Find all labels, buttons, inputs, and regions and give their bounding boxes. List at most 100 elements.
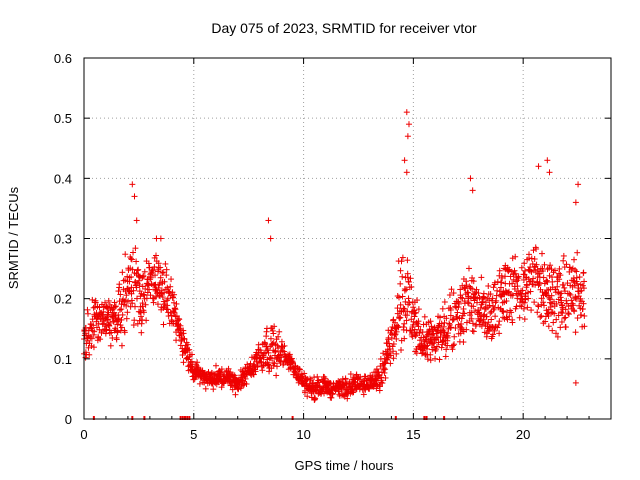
x-tick-label: 5 [190,427,197,442]
data-point [427,357,434,364]
data-point [415,306,422,313]
data-point [160,269,167,276]
data-point [494,287,501,294]
data-point [134,295,141,302]
data-point [186,346,193,353]
data-point [557,294,564,301]
data-point [565,310,572,317]
data-point [118,324,125,331]
data-point [520,305,527,312]
data-point [347,371,354,378]
data-point [491,279,498,286]
data-point [329,390,336,397]
data-point [399,273,406,280]
data-point [265,217,272,224]
data-point [457,294,464,301]
data-point [451,341,458,348]
data-point [403,109,410,116]
data-point [469,285,476,292]
data-point [456,300,463,307]
data-point [404,274,411,281]
data-point [163,266,170,273]
data-point [250,371,257,378]
data-point [491,327,498,334]
data-point [549,327,556,334]
data-point [164,284,171,291]
data-point [508,309,515,316]
data-point [100,304,107,311]
data-point [393,350,400,357]
data-point [379,380,386,387]
data-point [271,360,278,367]
data-point [144,289,151,296]
data-point [528,255,535,262]
data-point [561,315,568,322]
data-point [132,303,139,310]
data-point [164,295,171,302]
data-point [386,345,393,352]
data-point [138,329,145,336]
y-tick-label: 0.1 [54,352,72,367]
data-point [478,323,485,330]
data-point [159,294,166,301]
data-point [314,373,321,380]
data-point [470,328,477,335]
data-point [511,267,518,274]
data-point [576,274,583,281]
data-point [554,333,561,340]
data-point [122,251,129,258]
data-point [160,321,167,328]
data-point [495,321,502,328]
data-point [469,327,476,334]
grid-lines [84,58,611,419]
data-point [301,370,308,377]
data-point [124,298,131,305]
data-point [140,309,147,316]
data-point [366,385,373,392]
data-point [512,253,519,260]
data-point [113,336,120,343]
data-point [473,286,480,293]
data-point [512,270,519,277]
data-point [247,360,254,367]
data-point [519,287,526,294]
data-point [480,312,487,319]
data-point [571,308,578,315]
data-point [533,245,540,252]
data-point [85,344,92,351]
x-axis-label: GPS time / hours [295,458,394,473]
data-point [557,272,564,279]
data-point [440,323,447,330]
data-point [199,367,206,374]
data-point [475,290,482,297]
data-point [443,346,450,353]
data-point [157,274,164,281]
data-point [390,355,397,362]
data-point [550,319,557,326]
y-tick-label: 0.4 [54,171,72,186]
data-point [414,297,421,304]
data-point [555,312,562,319]
data-point [401,157,408,164]
data-point [533,261,540,268]
data-point [546,272,553,279]
data-point [168,276,175,283]
data-point [104,316,111,323]
data-point [397,314,404,321]
data-point [457,286,464,293]
data-point [159,269,166,276]
data-point [543,277,550,284]
data-point [521,299,528,306]
data-point [496,318,503,325]
data-point [173,300,180,307]
data-point [97,336,104,343]
data-point [534,266,541,273]
data-point [105,297,112,304]
data-point [151,263,158,270]
data-point [129,181,136,188]
data-point [443,315,450,322]
data-point [482,299,489,306]
data-point [452,303,459,310]
data-point [250,371,257,378]
data-point [89,316,96,323]
